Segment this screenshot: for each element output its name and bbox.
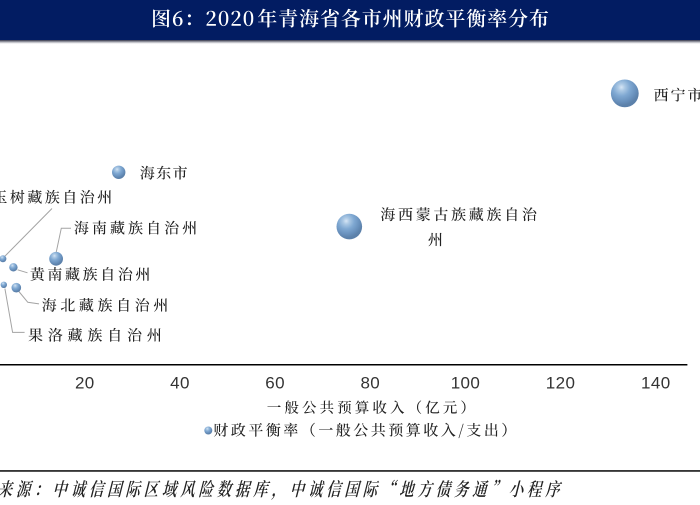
svg-text:60: 60: [265, 374, 285, 393]
svg-text:140: 140: [641, 374, 671, 393]
svg-text:20: 20: [75, 374, 95, 393]
svg-text:100: 100: [451, 374, 481, 393]
svg-text:40: 40: [170, 374, 190, 393]
svg-text:120: 120: [546, 374, 576, 393]
svg-text:80: 80: [360, 374, 380, 393]
